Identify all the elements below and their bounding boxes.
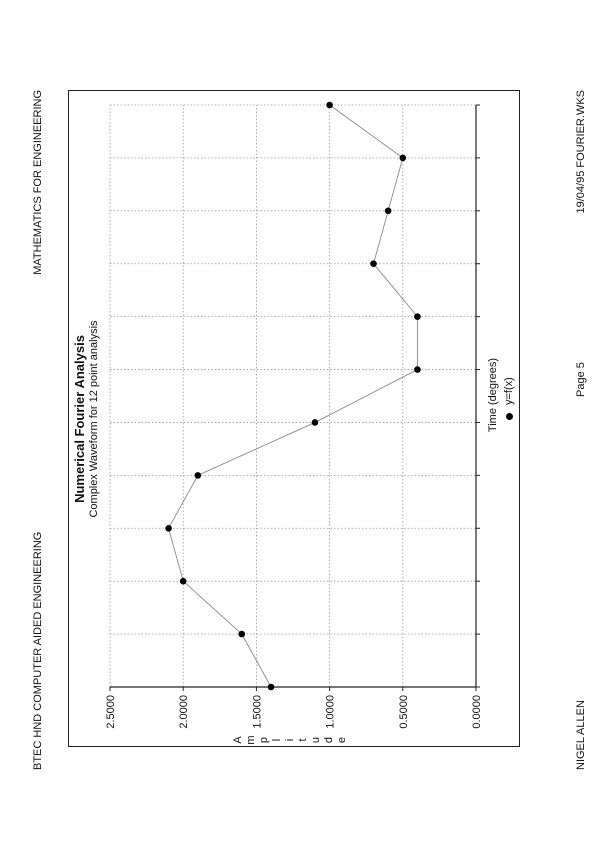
legend: y=f(x) bbox=[503, 377, 515, 420]
data-point bbox=[399, 154, 407, 162]
legend-label: y=f(x) bbox=[503, 377, 515, 405]
data-point bbox=[267, 683, 275, 691]
y-tick-label: 0.5000 bbox=[398, 695, 410, 729]
data-point bbox=[384, 207, 392, 215]
y-tick-label: 2.0000 bbox=[178, 695, 190, 729]
data-point bbox=[194, 472, 202, 479]
y-tick-label: 2.5000 bbox=[105, 695, 117, 729]
x-axis-label: Time (degrees) bbox=[487, 357, 499, 433]
data-point bbox=[165, 524, 172, 532]
footer-page: Page 5 bbox=[575, 362, 587, 397]
data-point bbox=[326, 101, 333, 109]
data-point bbox=[370, 260, 377, 268]
legend-marker-icon bbox=[505, 413, 513, 420]
series-line bbox=[168, 104, 418, 688]
footer-file: 19/04/95 FOURIER.WKS bbox=[575, 90, 587, 214]
footer-author: NIGEL ALLEN bbox=[575, 700, 587, 770]
y-tick-label: 1.5000 bbox=[251, 695, 263, 729]
data-point bbox=[414, 366, 421, 373]
data-point bbox=[414, 313, 421, 320]
data-point bbox=[179, 577, 187, 585]
y-tick-label: 1.0000 bbox=[325, 695, 337, 729]
data-point bbox=[311, 419, 319, 426]
data-point bbox=[238, 630, 246, 638]
y-tick-label: 0.0000 bbox=[471, 695, 483, 729]
